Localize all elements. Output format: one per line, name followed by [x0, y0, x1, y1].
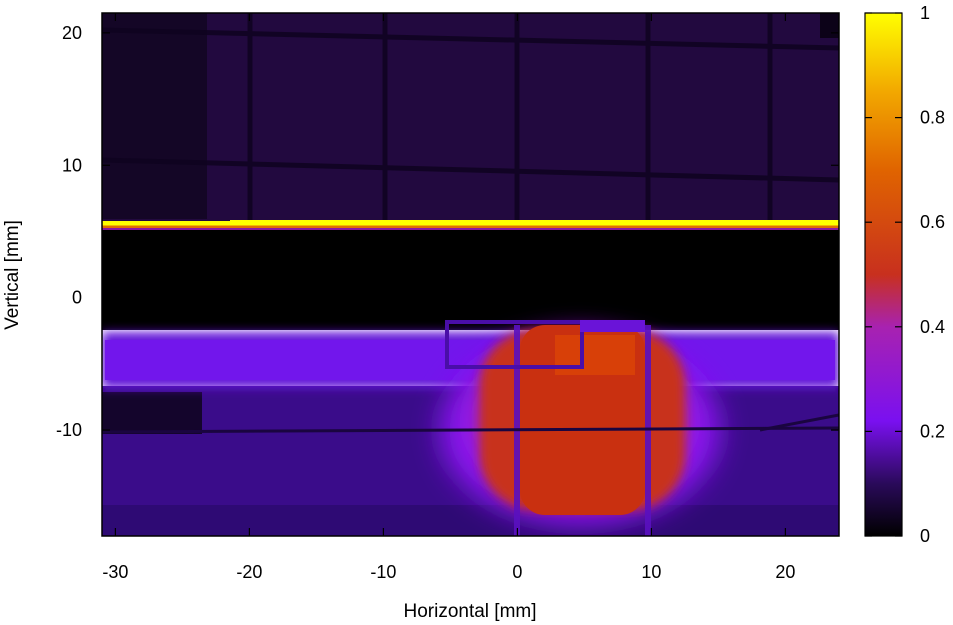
colorbar-tick-labels: 0 0.2 0.4 0.6 0.8 1	[920, 3, 945, 546]
y-tick-labels: -10 0 10 20	[56, 23, 82, 440]
colorbar-tick-label: 0.2	[920, 421, 945, 441]
x-tick-label: -30	[102, 562, 128, 582]
axis-ticks	[102, 13, 839, 536]
heatmap-image	[102, 13, 839, 536]
x-axis-title: Horizontal [mm]	[403, 601, 536, 622]
y-tick-label: -10	[56, 420, 82, 440]
x-tick-labels: -30 -20 -10 0 10 20	[102, 562, 795, 582]
colorbar-tick-label: 1	[920, 3, 930, 23]
y-tick-label: 10	[62, 155, 82, 175]
colorbar-tick-label: 0.4	[920, 317, 945, 337]
x-tick-label: -10	[370, 562, 396, 582]
x-tick-label: 0	[512, 562, 522, 582]
x-tick-label: -20	[236, 562, 262, 582]
colorbar-tick-label: 0.6	[920, 212, 945, 232]
colorbar-ticks	[865, 12, 902, 537]
plot-frame	[101, 12, 840, 537]
y-axis-title: Vertical [mm]	[2, 220, 23, 330]
x-tick-label: 20	[775, 562, 795, 582]
colorbar-tick-label: 0.8	[920, 108, 945, 128]
x-tick-label: 10	[641, 562, 661, 582]
colorbar	[864, 12, 903, 537]
colorbar-tick-label: 0	[920, 526, 930, 546]
y-tick-label: 0	[72, 288, 82, 308]
y-tick-label: 20	[62, 23, 82, 43]
